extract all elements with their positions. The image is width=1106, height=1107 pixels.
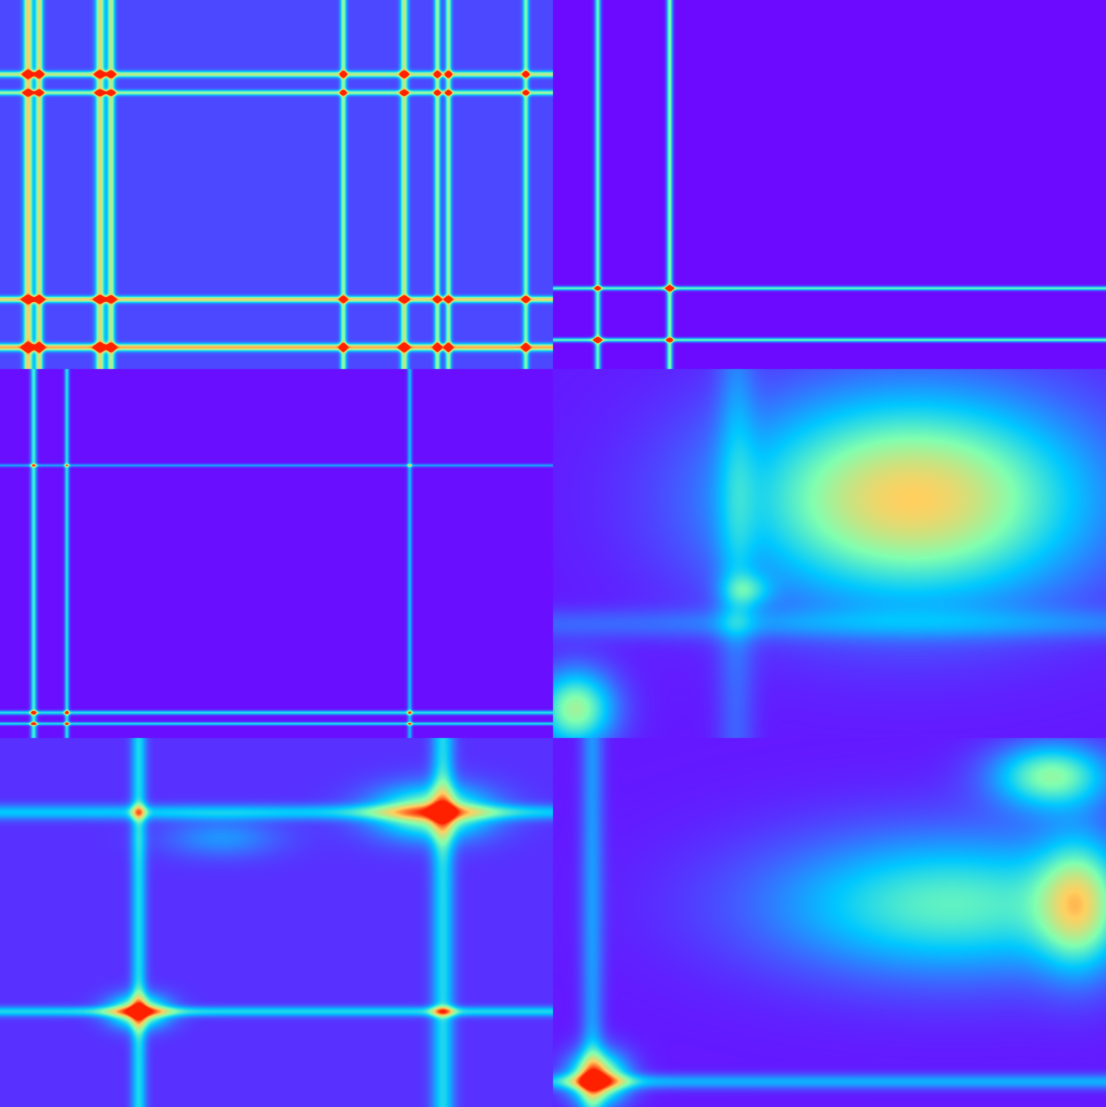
heatmap-grid (0, 0, 1106, 1107)
